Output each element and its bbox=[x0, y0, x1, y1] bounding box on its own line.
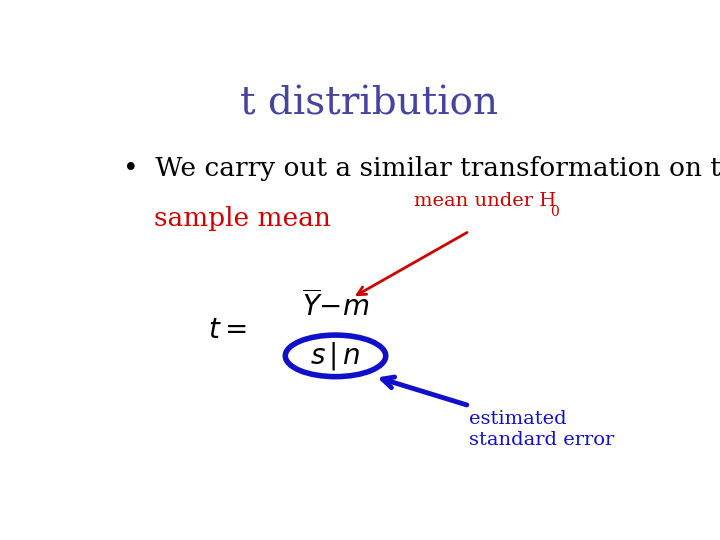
Text: mean under H: mean under H bbox=[413, 192, 556, 210]
Text: •  We carry out a similar transformation on the: • We carry out a similar transformation … bbox=[124, 156, 720, 181]
Text: t distribution: t distribution bbox=[240, 85, 498, 123]
Text: $\overline{Y}$$- m$: $\overline{Y}$$- m$ bbox=[302, 290, 369, 322]
Text: estimated
standard error: estimated standard error bbox=[469, 410, 615, 449]
Text: $t=$: $t=$ bbox=[207, 318, 246, 345]
Text: $s\,|\,n$: $s\,|\,n$ bbox=[310, 340, 361, 372]
Text: 0: 0 bbox=[550, 206, 559, 219]
Text: sample mean: sample mean bbox=[154, 206, 331, 231]
